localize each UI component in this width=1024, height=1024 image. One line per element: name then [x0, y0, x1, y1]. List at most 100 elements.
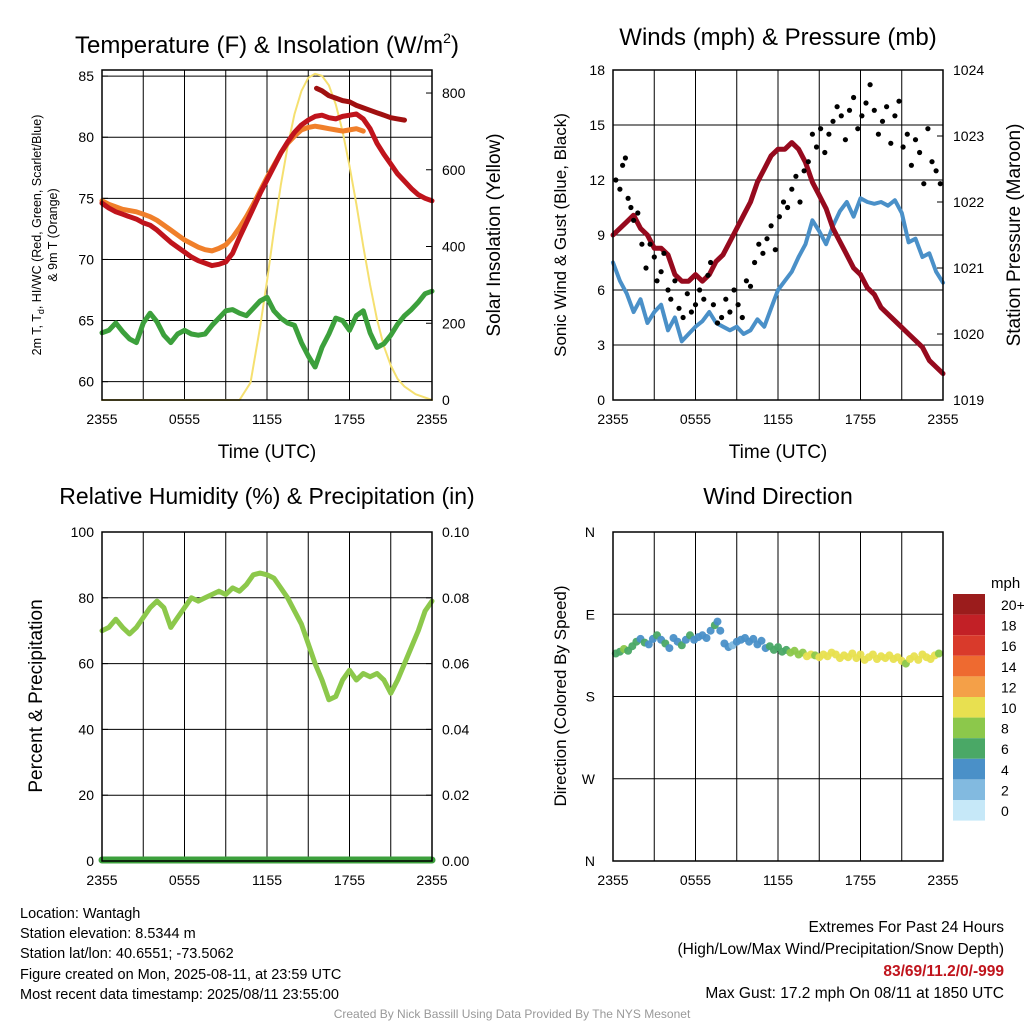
y-tick-label: 15: [589, 117, 605, 133]
legend-swatch: [953, 697, 985, 718]
y-tick-label: 85: [78, 68, 94, 84]
temperature-panel: Temperature (F) & Insolation (W/m2) 2355…: [30, 30, 505, 463]
y2-tick-label: 0.04: [442, 721, 469, 737]
humidity-title: Relative Humidity (%) & Precipitation (i…: [59, 483, 474, 509]
legend-swatch: [953, 655, 985, 677]
gust-point: [785, 204, 791, 211]
gust-point: [822, 149, 828, 156]
extremes-subtitle: (High/Low/Max Wind/Precipitation/Snow De…: [677, 941, 1005, 958]
gust-point: [639, 241, 645, 247]
y2-tick-label: 1022: [953, 194, 984, 210]
gust-point: [908, 162, 915, 168]
y-tick-label: 0: [597, 392, 605, 408]
credit-line: Created By Nick Bassill Using Data Provi…: [333, 1007, 691, 1021]
gust-point: [723, 296, 729, 302]
gust-point: [925, 126, 931, 132]
gust-point: [789, 186, 795, 192]
gust-point: [628, 204, 634, 211]
wind-direction-panel: Wind Direction 2355 0555 1155 1755 2355NESWN…: [551, 483, 1024, 888]
y2-tick-label: 600: [442, 162, 466, 178]
legend-swatch: [953, 717, 985, 739]
figure-created: Figure created on Mon, 2025-08-11, at 23…: [20, 966, 342, 983]
y-tick-label: 80: [78, 590, 94, 606]
humidity-plot-body: 2355 0555 1155 1755 2355 0 20 40 60 80 100 0.00 0.02…: [71, 524, 470, 888]
plot-border: [612, 69, 944, 401]
y2-tick-label: 1024: [953, 62, 984, 78]
y-tick-label: 3: [597, 337, 605, 353]
gust-point: [710, 302, 717, 308]
y2-tick-label: 1023: [953, 128, 984, 144]
temperature-title: Temperature (F) & Insolation (W/m2): [75, 30, 459, 59]
x-tick-label: 2355: [86, 411, 117, 427]
winds-panel: Winds (mph) & Pressure (mb) 2355 0555 1155…: [551, 24, 1024, 463]
gust-point: [793, 173, 799, 179]
direction-point: [665, 644, 674, 653]
gust-point: [805, 159, 811, 165]
y-tick-label: 6: [597, 282, 605, 298]
y2-tick-label: 0.02: [442, 787, 469, 803]
gust-point: [929, 159, 935, 165]
y2-tick-label: 1021: [953, 260, 984, 276]
gust-point: [884, 104, 890, 110]
gust-point: [658, 269, 664, 275]
direction-point: [706, 626, 715, 635]
gust-point: [752, 259, 758, 266]
gust-point: [665, 287, 671, 293]
y2-tick-label: 0.00: [442, 853, 469, 869]
gust-point: [818, 126, 824, 132]
gust-point: [904, 131, 910, 137]
gust-point: [705, 272, 711, 278]
x-tick-label: 2355: [597, 411, 628, 427]
gust-point: [701, 296, 707, 302]
gust-point: [859, 113, 865, 119]
y2-tick-label: 0: [442, 392, 450, 408]
gust-point: [714, 320, 721, 326]
winds-x-label: Time (UTC): [729, 442, 828, 463]
gust-point: [813, 144, 820, 150]
legend-swatch: [953, 779, 985, 800]
series-line-td: [99, 288, 435, 370]
direction-point: [757, 636, 766, 645]
y-tick-label: 100: [71, 524, 95, 540]
y-tick-label: 75: [78, 190, 94, 206]
series-line-relative-humidity: [99, 570, 435, 703]
legend-label: 0: [1001, 803, 1009, 819]
x-tick-label: 2355: [86, 872, 117, 888]
x-tick-label: 0555: [680, 411, 711, 427]
legend-swatch: [953, 594, 985, 615]
legend-label: 6: [1001, 741, 1009, 757]
gust-point: [838, 113, 844, 119]
gust-point: [830, 118, 836, 124]
gust-point: [676, 305, 682, 311]
direction-point: [644, 640, 653, 649]
gust-point: [743, 278, 750, 284]
legend-label: 12: [1001, 679, 1017, 695]
gust-point: [921, 181, 927, 187]
humidity-panel: Relative Humidity (%) & Precipitation (i…: [26, 483, 475, 888]
legend-label: 16: [1001, 638, 1017, 654]
station-latlon: Station lat/lon: 40.6551; -73.5062: [20, 946, 234, 963]
winds-y-label: Sonic Wind & Gust (Blue, Black): [551, 113, 570, 357]
gust-point: [651, 254, 657, 260]
humidity-y-label: Percent & Precipitation: [26, 599, 47, 792]
station-elevation: Station elevation: 8.5344 m: [20, 926, 196, 943]
y-tick-label: 20: [78, 787, 94, 803]
wind-direction-title: Wind Direction: [703, 483, 853, 509]
direction-point: [677, 641, 686, 650]
gust-point: [680, 314, 686, 321]
plot-border: [612, 531, 944, 862]
gust-point: [875, 131, 882, 137]
gust-point: [731, 287, 737, 293]
x-tick-label: 1155: [252, 411, 282, 427]
x-tick-label: 1755: [845, 872, 876, 888]
gust-point: [622, 155, 629, 161]
gust-point: [826, 131, 832, 137]
gust-point: [900, 144, 906, 150]
y-tick-label: 9: [597, 227, 605, 243]
y-tick-label: 0: [86, 853, 94, 869]
temperature-y-label-line2: & 9m T (Orange): [46, 188, 60, 281]
gust-point: [672, 278, 678, 284]
gust-point: [912, 137, 919, 143]
legend-label: 14: [1001, 659, 1017, 675]
